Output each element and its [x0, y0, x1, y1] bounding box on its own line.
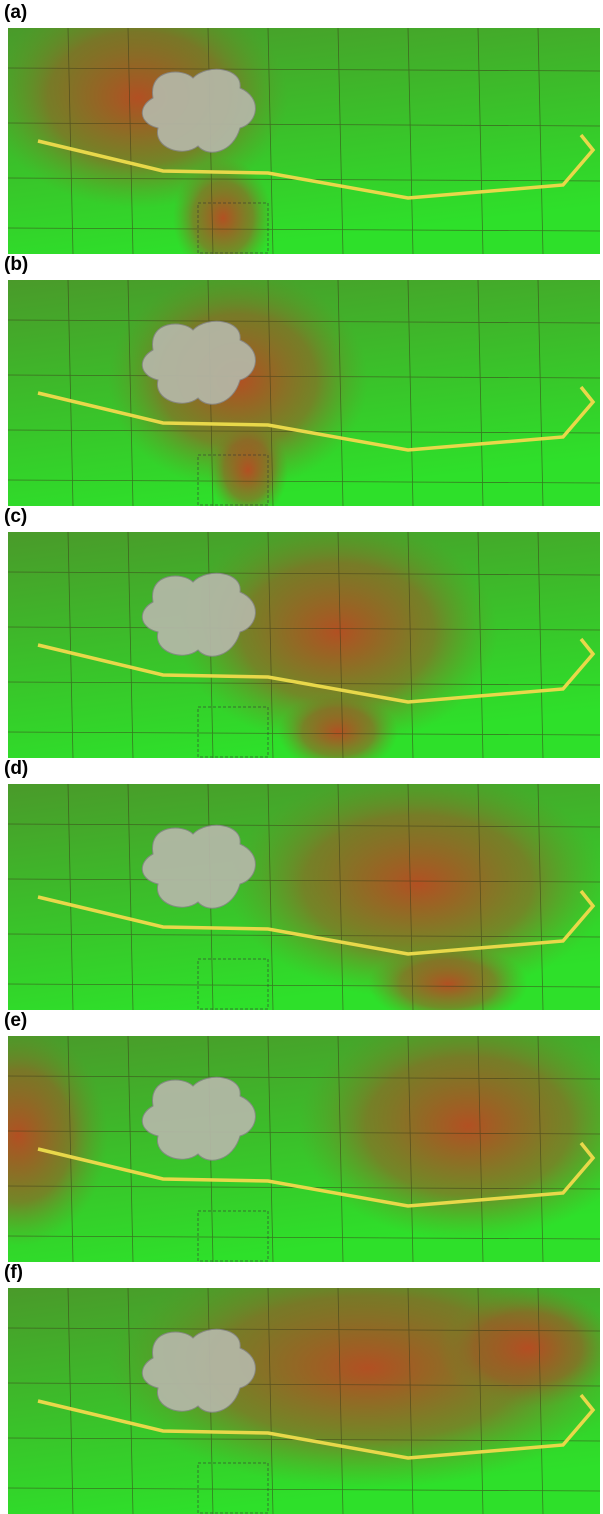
- radar-map: [8, 784, 600, 1010]
- figure: (a) (b) (c) (d) (e) (f): [0, 0, 603, 1514]
- panel-label: (f): [4, 1262, 23, 1284]
- panel-label: (e): [4, 1010, 27, 1032]
- panel-label: (c): [4, 506, 27, 528]
- radar-map: [8, 532, 600, 758]
- panel-label: (b): [4, 254, 28, 276]
- radar-map: [8, 1288, 600, 1514]
- panel-label: (a): [4, 2, 27, 24]
- radar-map: [8, 28, 600, 254]
- radar-map: [8, 280, 600, 506]
- panel-label: (d): [4, 758, 28, 780]
- radar-map: [8, 1036, 600, 1262]
